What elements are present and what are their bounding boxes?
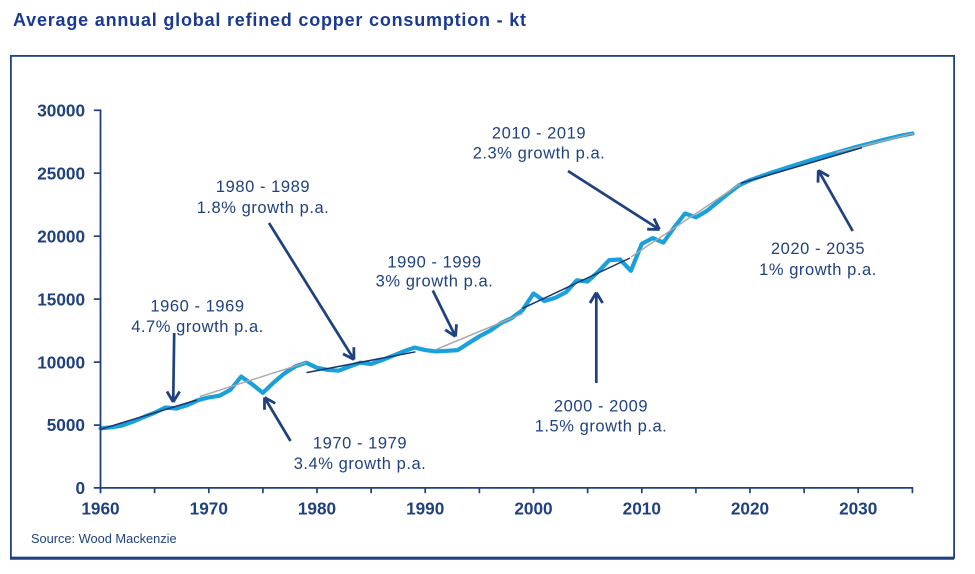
svg-text:20000: 20000 xyxy=(37,226,85,246)
svg-text:Source: Wood Mackenzie: Source: Wood Mackenzie xyxy=(31,531,177,546)
svg-text:1.5% growth p.a.: 1.5% growth p.a. xyxy=(535,418,668,436)
svg-text:1980: 1980 xyxy=(298,499,336,519)
svg-text:2010 - 2019: 2010 - 2019 xyxy=(492,125,586,143)
svg-text:1990 - 1999: 1990 - 1999 xyxy=(387,253,481,271)
svg-text:3.4% growth p.a.: 3.4% growth p.a. xyxy=(294,455,427,473)
svg-text:1980 - 1989: 1980 - 1989 xyxy=(216,178,310,196)
svg-text:30000: 30000 xyxy=(37,101,85,121)
svg-text:1960: 1960 xyxy=(81,499,119,519)
svg-text:2020: 2020 xyxy=(731,499,769,519)
svg-text:1% growth p.a.: 1% growth p.a. xyxy=(759,261,877,279)
svg-text:2020 - 2035: 2020 - 2035 xyxy=(771,240,865,258)
svg-text:Average annual global refined: Average annual global refined copper con… xyxy=(13,10,527,30)
svg-text:4.7% growth p.a.: 4.7% growth p.a. xyxy=(131,318,264,336)
svg-text:3% growth p.a.: 3% growth p.a. xyxy=(376,273,494,291)
svg-text:25000: 25000 xyxy=(37,163,85,183)
svg-text:2.3% growth p.a.: 2.3% growth p.a. xyxy=(473,145,606,163)
svg-text:1.8% growth p.a.: 1.8% growth p.a. xyxy=(197,199,330,217)
svg-text:10000: 10000 xyxy=(37,352,85,372)
svg-text:2000 - 2009: 2000 - 2009 xyxy=(554,398,648,416)
svg-text:2030: 2030 xyxy=(839,499,877,519)
svg-text:1970 - 1979: 1970 - 1979 xyxy=(313,434,407,452)
svg-text:0: 0 xyxy=(75,478,85,498)
svg-text:1960 - 1969: 1960 - 1969 xyxy=(150,298,244,316)
svg-text:5000: 5000 xyxy=(47,415,85,435)
svg-text:2000: 2000 xyxy=(514,499,552,519)
svg-text:1990: 1990 xyxy=(406,499,444,519)
svg-text:1970: 1970 xyxy=(190,499,228,519)
svg-text:2010: 2010 xyxy=(623,499,661,519)
svg-text:15000: 15000 xyxy=(37,289,85,309)
